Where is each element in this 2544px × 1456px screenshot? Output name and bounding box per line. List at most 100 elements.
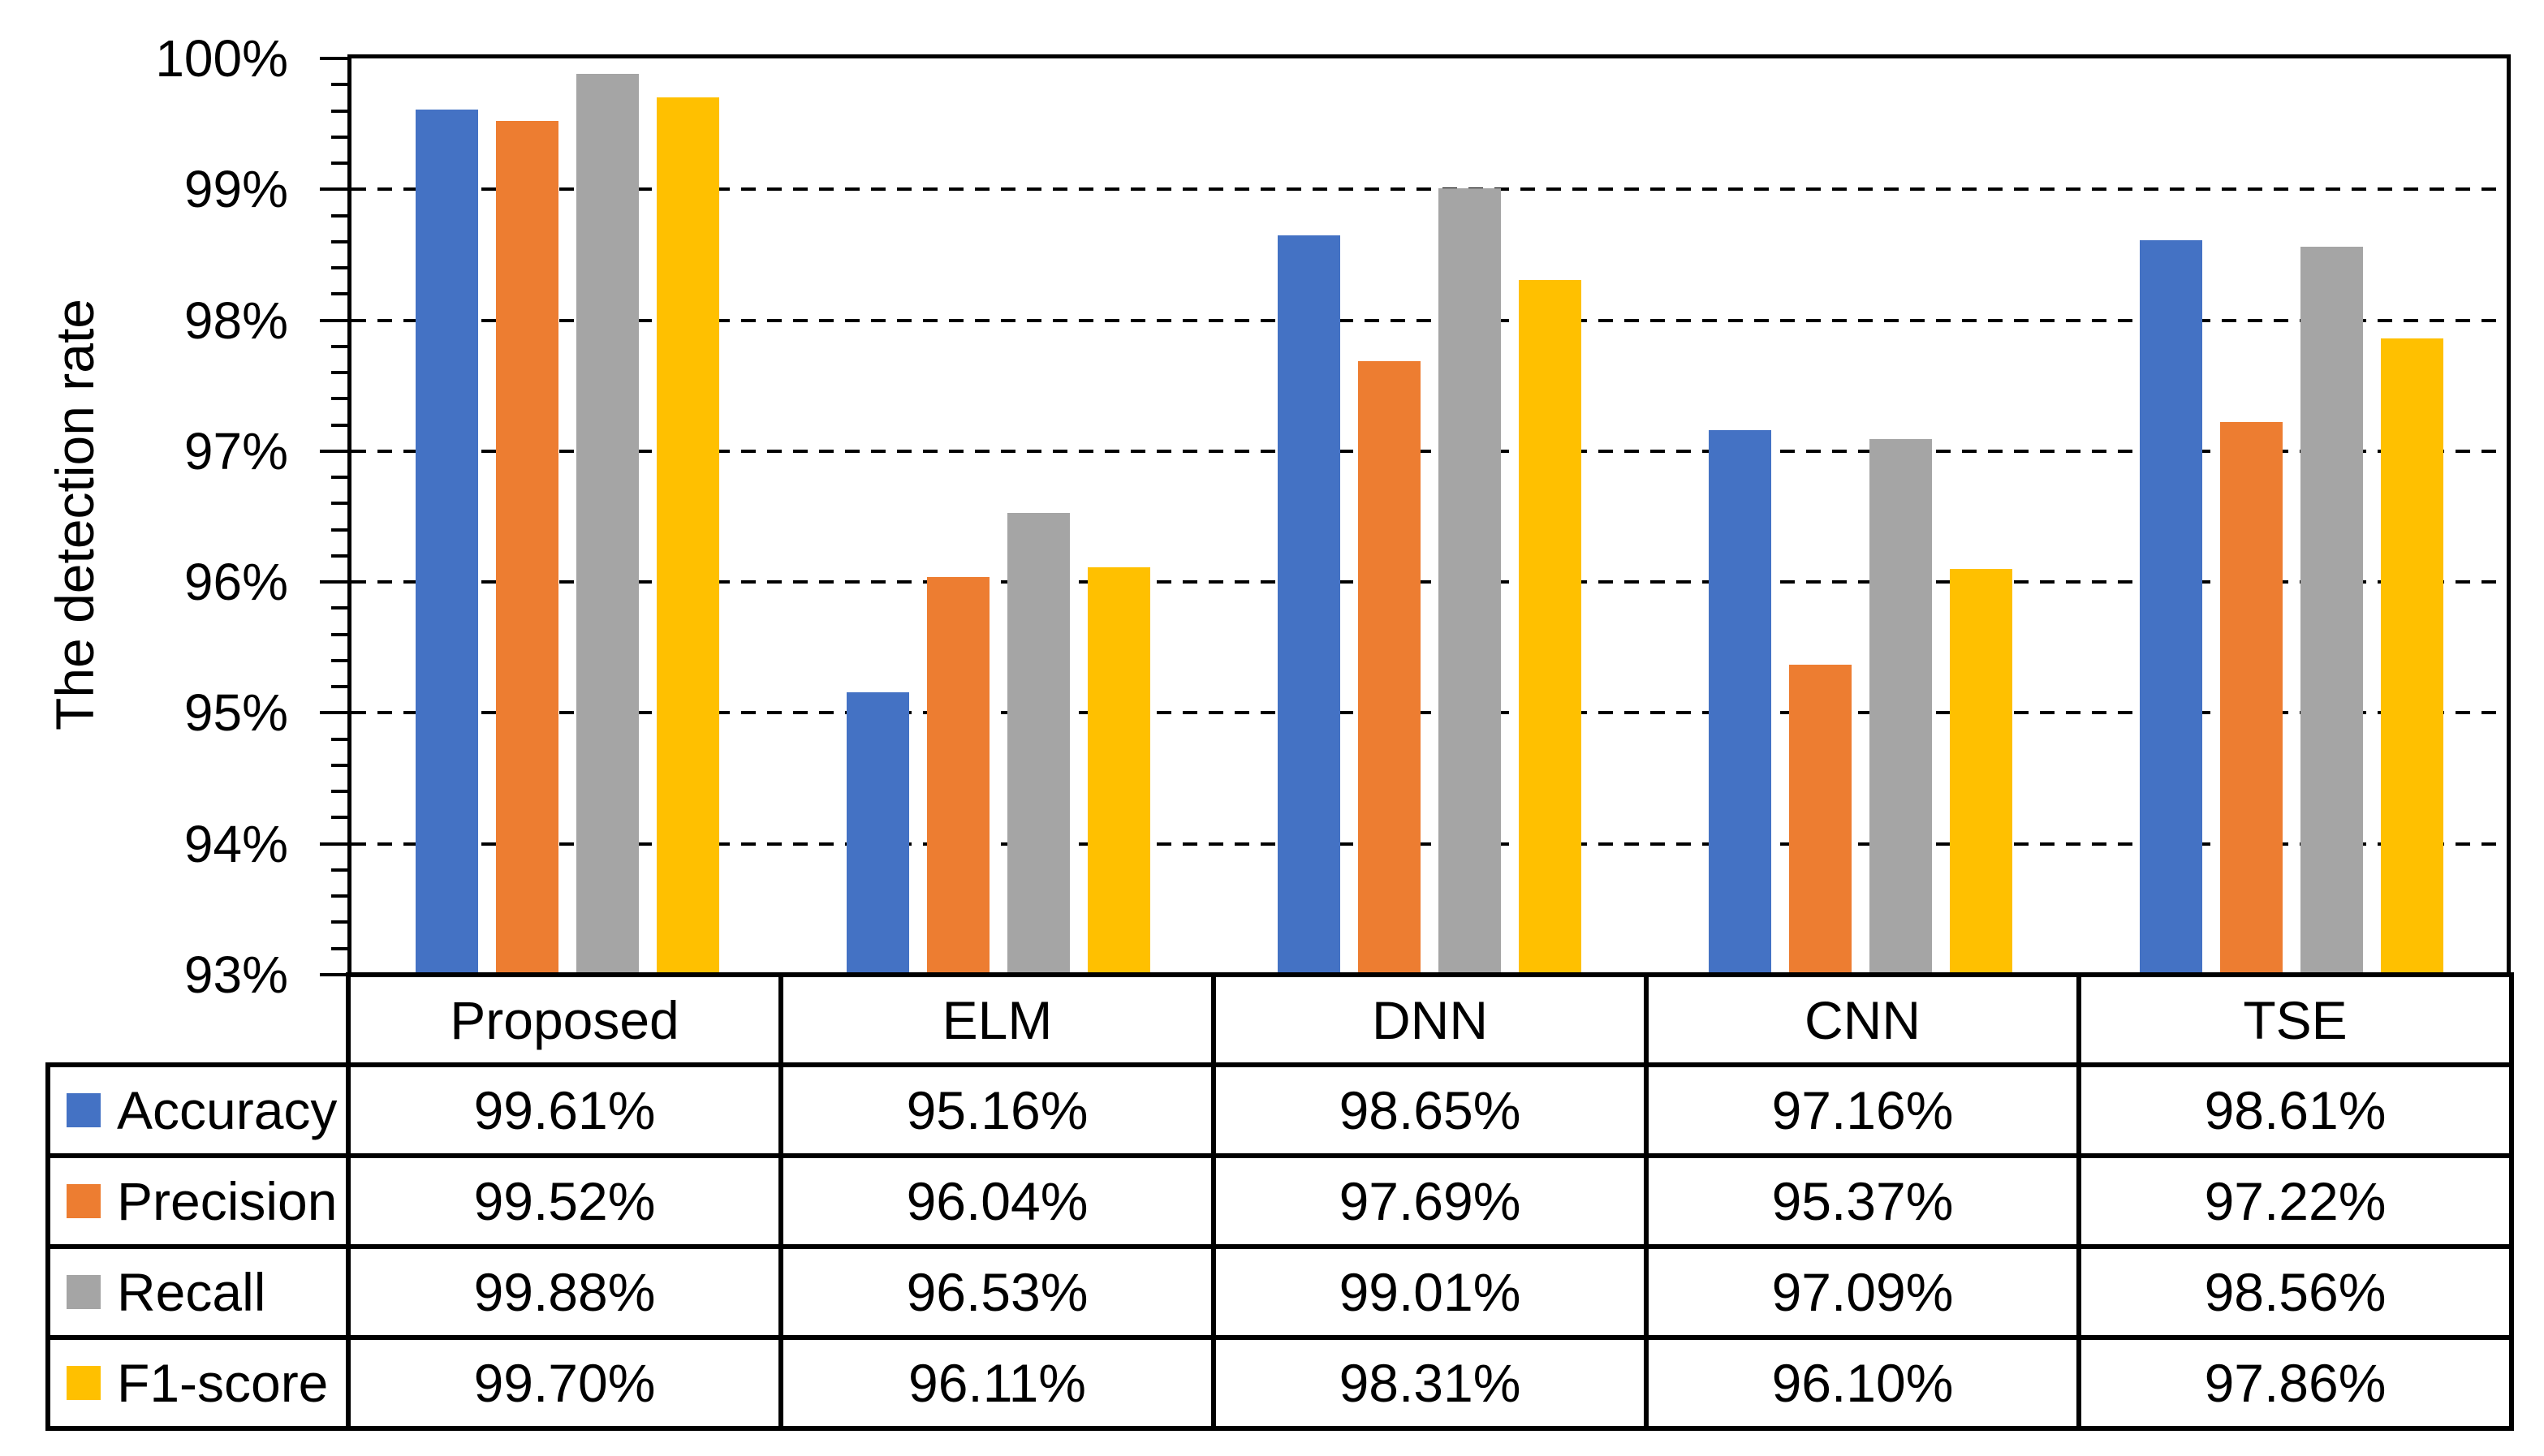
bar-accuracy-proposed [415,109,478,975]
y-minor-tick-99.2 [331,162,347,166]
category-header-cnn: CNN [1644,972,2081,1067]
legend-swatch-f1-score [67,1366,101,1400]
legend-swatch-recall [67,1275,101,1309]
y-major-tick-97.0 [320,449,347,453]
y-minor-tick-94.2 [331,816,347,820]
bar-f1-score-tse [2380,338,2443,975]
y-major-tick-100.0 [320,57,347,60]
table-corner-blank [48,975,348,1065]
table-row-recall: Recall 99.88% 96.53% 99.01% 97.09% 98.56% [45,1244,2514,1340]
legend-swatch-accuracy [67,1093,101,1127]
value-accuracy-proposed: 99.61% [346,1062,783,1158]
value-accuracy-cnn: 97.16% [1644,1062,2081,1158]
series-label-precision: Precision [117,1171,338,1231]
bar-precision-dnn [1357,360,1421,975]
gridline-97 [351,449,2507,453]
legend-cell-accuracy: Accuracy [45,1062,351,1158]
value-accuracy-elm: 95.16% [778,1062,1216,1158]
bar-recall-elm [1007,512,1070,975]
table-row-f1-score: F1-score 99.70% 96.11% 98.31% 96.10% 97.86% [45,1335,2514,1431]
metrics-table: Proposed ELM DNN CNN TSE Accuracy 99.61% 95.16%… [45,972,2514,1431]
bar-f1-score-proposed [656,97,719,975]
y-minor-tick-98.4 [331,266,347,270]
y-major-tick-99.0 [320,187,347,192]
bar-accuracy-dnn [1277,235,1340,975]
category-header-row: Proposed ELM DNN CNN TSE [48,972,2514,1067]
y-minor-tick-97.4 [331,397,347,401]
y-tick-label-100-: 100% [155,29,288,88]
y-minor-tick-96.2 [331,554,347,558]
value-recall-dnn: 99.01% [1211,1244,1649,1340]
legend-swatch-precision [67,1184,101,1218]
y-tick-label-98-: 98% [183,291,288,350]
y-minor-tick-93.8 [331,868,347,872]
bar-accuracy-tse [2139,240,2202,975]
y-major-tick-98.0 [320,318,347,322]
y-minor-tick-96.6 [331,502,347,506]
gridline-99 [351,187,2507,192]
y-major-tick-93.0 [320,973,347,976]
y-minor-tick-99.4 [331,135,347,139]
y-minor-tick-98.8 [331,213,347,218]
y-tick-label-99-: 99% [183,160,288,219]
y-major-tick-94.0 [320,842,347,846]
legend-cell-f1-score: F1-score [45,1335,351,1431]
y-tick-label-95-: 95% [183,683,288,743]
category-header-proposed: Proposed [346,972,783,1067]
y-minor-tick-97.6 [331,371,347,375]
y-minor-tick-97.2 [331,423,347,427]
bar-precision-proposed [495,121,558,975]
bar-recall-proposed [576,74,639,975]
y-minor-tick-93.4 [331,920,347,924]
value-recall-elm: 96.53% [778,1244,1216,1340]
value-f1-score-dnn: 98.31% [1211,1335,1649,1431]
value-accuracy-tse: 98.61% [2076,1062,2514,1158]
value-f1-score-cnn: 96.10% [1644,1335,2081,1431]
value-precision-cnn: 95.37% [1644,1153,2081,1249]
series-label-accuracy: Accuracy [117,1080,338,1140]
bar-recall-dnn [1438,187,1501,975]
y-major-tick-95.0 [320,711,347,715]
y-minor-tick-96.4 [331,528,347,532]
y-minor-tick-93.6 [331,894,347,898]
y-minor-tick-98.2 [331,292,347,296]
legend-cell-precision: Precision [45,1153,351,1249]
value-precision-proposed: 99.52% [346,1153,783,1249]
y-minor-tick-94.6 [331,763,347,767]
y-minor-tick-95.4 [331,658,347,662]
value-f1-score-elm: 96.11% [778,1335,1216,1431]
value-f1-score-tse: 97.86% [2076,1335,2514,1431]
category-header-elm: ELM [778,972,1216,1067]
category-header-dnn: DNN [1211,972,1649,1067]
y-tick-label-97-: 97% [183,421,288,480]
plot-area [347,54,2511,975]
legend-cell-recall: Recall [45,1244,351,1340]
value-precision-dnn: 97.69% [1211,1153,1649,1249]
table-row-precision: Precision 99.52% 96.04% 97.69% 95.37% 97.22% [45,1153,2514,1249]
gridline-94 [351,842,2507,846]
value-recall-tse: 98.56% [2076,1244,2514,1340]
y-minor-tick-95.8 [331,606,347,610]
gridline-96 [351,580,2507,584]
value-accuracy-dnn: 98.65% [1211,1062,1649,1158]
value-precision-elm: 96.04% [778,1153,1216,1249]
bar-f1-score-dnn [1518,279,1581,975]
series-label-recall: Recall [117,1262,266,1322]
bar-accuracy-cnn [1708,430,1771,975]
y-minor-tick-94.4 [331,790,347,794]
y-minor-tick-95.2 [331,685,347,689]
category-header-tse: TSE [2076,972,2514,1067]
y-minor-tick-94.8 [331,737,347,741]
y-minor-tick-99.8 [331,83,347,87]
value-f1-score-proposed: 99.70% [346,1335,783,1431]
bar-recall-tse [2300,247,2363,975]
y-minor-tick-99.6 [331,109,347,113]
y-minor-tick-93.2 [331,946,347,950]
series-label-f1-score: F1-score [117,1353,329,1413]
value-precision-tse: 97.22% [2076,1153,2514,1249]
y-tick-label-96-: 96% [183,553,288,612]
value-recall-proposed: 99.88% [346,1244,783,1340]
gridline-95 [351,711,2507,715]
y-minor-tick-98.6 [331,239,347,243]
